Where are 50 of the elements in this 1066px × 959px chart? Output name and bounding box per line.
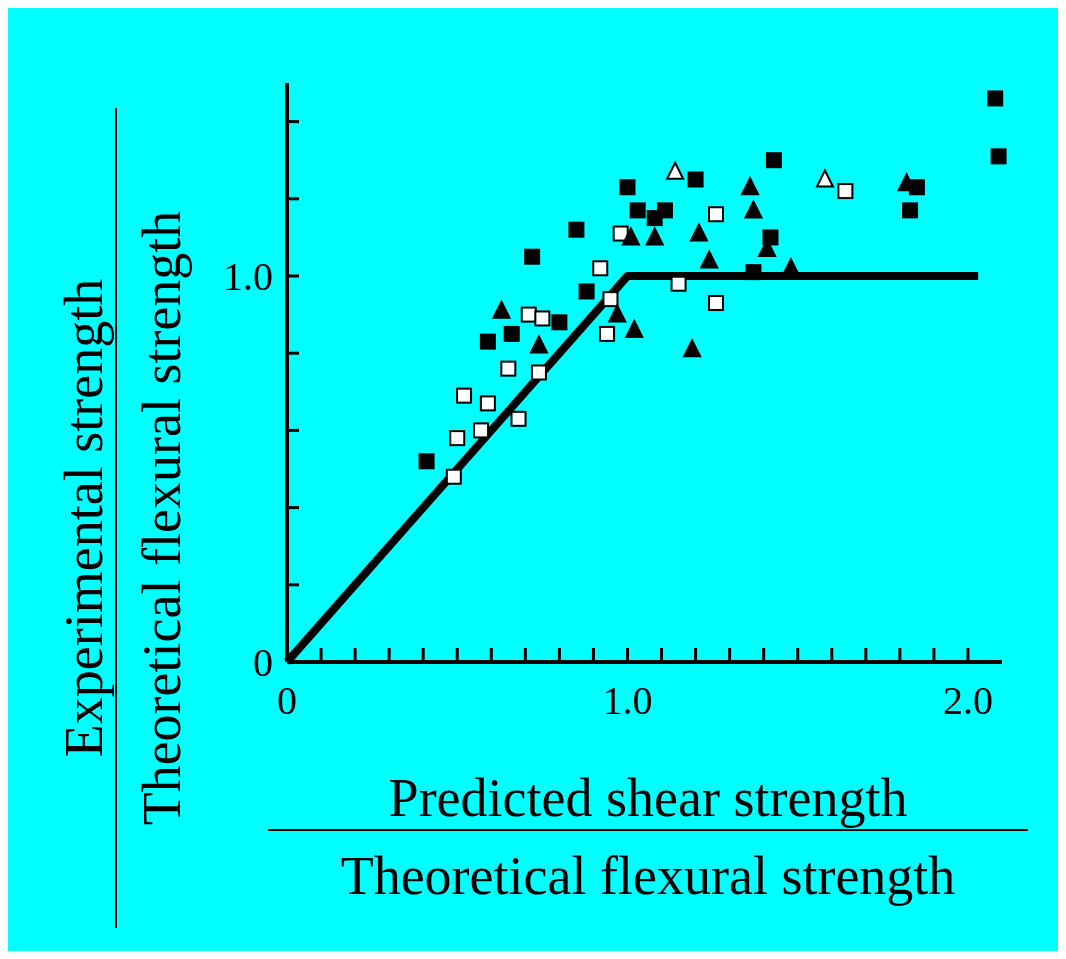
point [741,177,760,196]
point [500,360,517,377]
point [708,295,724,312]
point [418,453,435,470]
point [479,395,496,412]
point [745,264,762,281]
point [551,314,568,331]
point [683,339,702,358]
point [479,333,496,350]
point [815,169,834,188]
point [990,148,1007,165]
point [689,223,708,242]
point [568,221,585,238]
point [599,325,616,342]
point [619,179,636,196]
point [592,260,609,277]
point [449,430,466,447]
point [687,171,704,188]
x-tick-label: 2.0 [942,678,993,723]
x-tick-label: 1.0 [602,678,653,723]
point [510,410,527,427]
point [456,387,473,404]
point [656,202,673,219]
y-axis-title: Experimental strength Theoretical flexural strength [54,210,192,826]
point [608,304,627,323]
point [578,283,595,300]
point [445,468,462,485]
point [625,320,644,339]
point [837,183,854,200]
point [503,325,520,342]
point [629,202,646,219]
point [762,229,779,246]
point [621,227,640,246]
point [645,227,664,246]
point [902,202,919,219]
point [700,250,719,269]
point [524,248,541,265]
point [666,161,685,180]
point [534,310,551,327]
point [765,152,782,169]
point [987,90,1004,107]
point [492,300,511,319]
point [708,206,724,223]
point [473,422,490,439]
x-axis-title: Predicted shear strength Theoretical flexural strength [340,768,956,906]
point [529,335,548,354]
point [744,200,763,219]
point [602,291,619,308]
point [670,275,687,292]
point [530,364,547,381]
